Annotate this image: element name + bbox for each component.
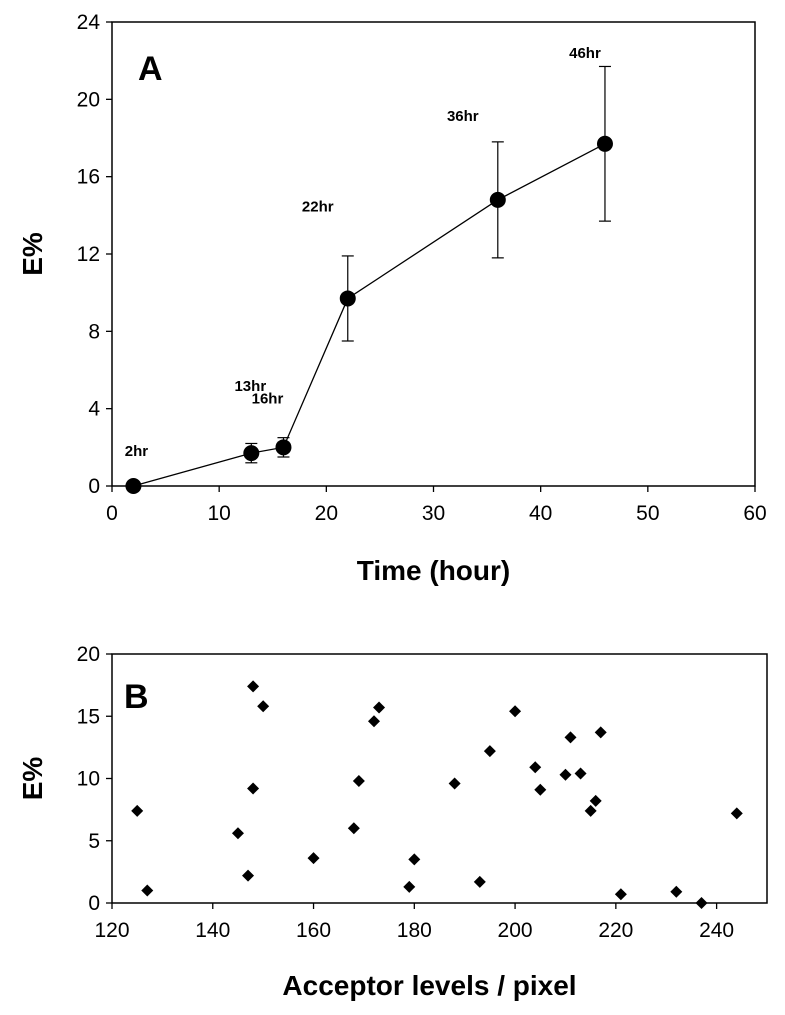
b-x-tick-label: 220 [598, 919, 633, 942]
a-x-tick-label: 60 [743, 502, 766, 525]
data-point [534, 783, 547, 796]
data-point [574, 767, 587, 780]
panel-b-plot-frame [111, 653, 768, 904]
panel-a-y-ticks: 0 4 8 12 16 20 24 [77, 11, 112, 498]
b-y-tick-label: 0 [88, 892, 100, 915]
data-point [257, 700, 270, 713]
panel-b-x-axis-title: Acceptor levels / pixel [282, 970, 576, 1001]
panel-a-plot-frame [111, 21, 756, 487]
b-x-tick-label: 160 [296, 919, 331, 942]
data-point [559, 768, 572, 781]
panel-a-x-ticks: 0 10 20 30 40 50 60 [106, 486, 767, 525]
data-point [347, 822, 360, 835]
a-y-tick-label: 20 [77, 88, 100, 111]
data-point [368, 715, 380, 728]
data-point [473, 875, 486, 888]
data-point [584, 804, 597, 817]
data-point [564, 731, 577, 744]
data-point [448, 777, 461, 790]
a-y-tick-label: 12 [77, 243, 100, 266]
data-point [131, 804, 144, 817]
panel-a-y-axis-title: E% [17, 232, 48, 276]
data-point [408, 853, 421, 866]
b-x-tick-label: 180 [397, 919, 432, 942]
point-label: 22hr [302, 198, 334, 215]
a-x-tick-label: 10 [207, 502, 230, 525]
a-x-tick-label: 30 [422, 502, 445, 525]
data-point [483, 745, 496, 758]
b-y-tick-label: 10 [77, 768, 100, 791]
data-point [589, 794, 602, 807]
data-point [242, 869, 255, 882]
b-x-tick-label: 120 [94, 919, 129, 942]
point-label: 46hr [569, 45, 601, 62]
b-y-tick-label: 5 [88, 830, 100, 853]
data-point [125, 478, 142, 494]
b-y-tick-label: 20 [77, 643, 100, 666]
data-point [275, 439, 292, 456]
a-x-tick-label: 20 [315, 502, 338, 525]
a-x-tick-label: 50 [636, 502, 659, 525]
data-point [489, 191, 506, 208]
a-y-tick-label: 0 [88, 475, 100, 498]
data-point [594, 726, 607, 739]
panel-a-label: A [138, 50, 163, 88]
data-point [247, 782, 260, 795]
data-point [730, 807, 743, 820]
data-point [529, 761, 542, 774]
data-point [373, 701, 386, 714]
data-point [403, 880, 416, 893]
panel-b-x-ticks: 120 140 160 180 200 220 240 [94, 903, 734, 942]
data-point [231, 827, 244, 840]
a-x-tick-label: 40 [529, 502, 552, 525]
panel-a-error-bars [245, 65, 611, 464]
a-y-tick-label: 8 [88, 320, 100, 343]
a-y-tick-label: 16 [77, 166, 100, 189]
a-y-tick-label: 24 [77, 11, 101, 34]
b-x-tick-label: 240 [699, 919, 734, 942]
panel-a-series-line [133, 143, 606, 487]
panel-b-chart: 0 5 10 15 20 120 140 160 180 200 220 240 B Accepto… [17, 643, 768, 1001]
panel-b-label: B [124, 678, 149, 716]
b-y-tick-label: 15 [77, 705, 100, 728]
panel-b-points [131, 680, 743, 909]
data-point [247, 680, 260, 693]
point-label: 2hr [125, 443, 149, 460]
data-point [352, 774, 365, 787]
a-x-tick-label: 0 [106, 502, 118, 525]
data-point [670, 885, 683, 898]
data-point [243, 445, 260, 462]
data-point [141, 884, 154, 897]
a-y-tick-label: 4 [88, 398, 100, 421]
data-point [596, 135, 613, 152]
point-label: 13hr [234, 378, 266, 395]
panel-b-y-ticks: 0 5 10 15 20 [77, 643, 112, 915]
panel-a-points [125, 135, 613, 494]
data-point [307, 852, 320, 865]
b-x-tick-label: 200 [498, 919, 533, 942]
data-point [614, 888, 627, 901]
data-point [509, 705, 522, 718]
panel-a-x-axis-title: Time (hour) [357, 555, 510, 586]
b-x-tick-label: 140 [195, 919, 230, 942]
data-point [695, 897, 708, 909]
panel-b-y-axis-title: E% [17, 757, 48, 801]
point-label: 16hr [252, 390, 284, 407]
data-point [339, 290, 356, 307]
point-label: 36hr [447, 108, 479, 125]
